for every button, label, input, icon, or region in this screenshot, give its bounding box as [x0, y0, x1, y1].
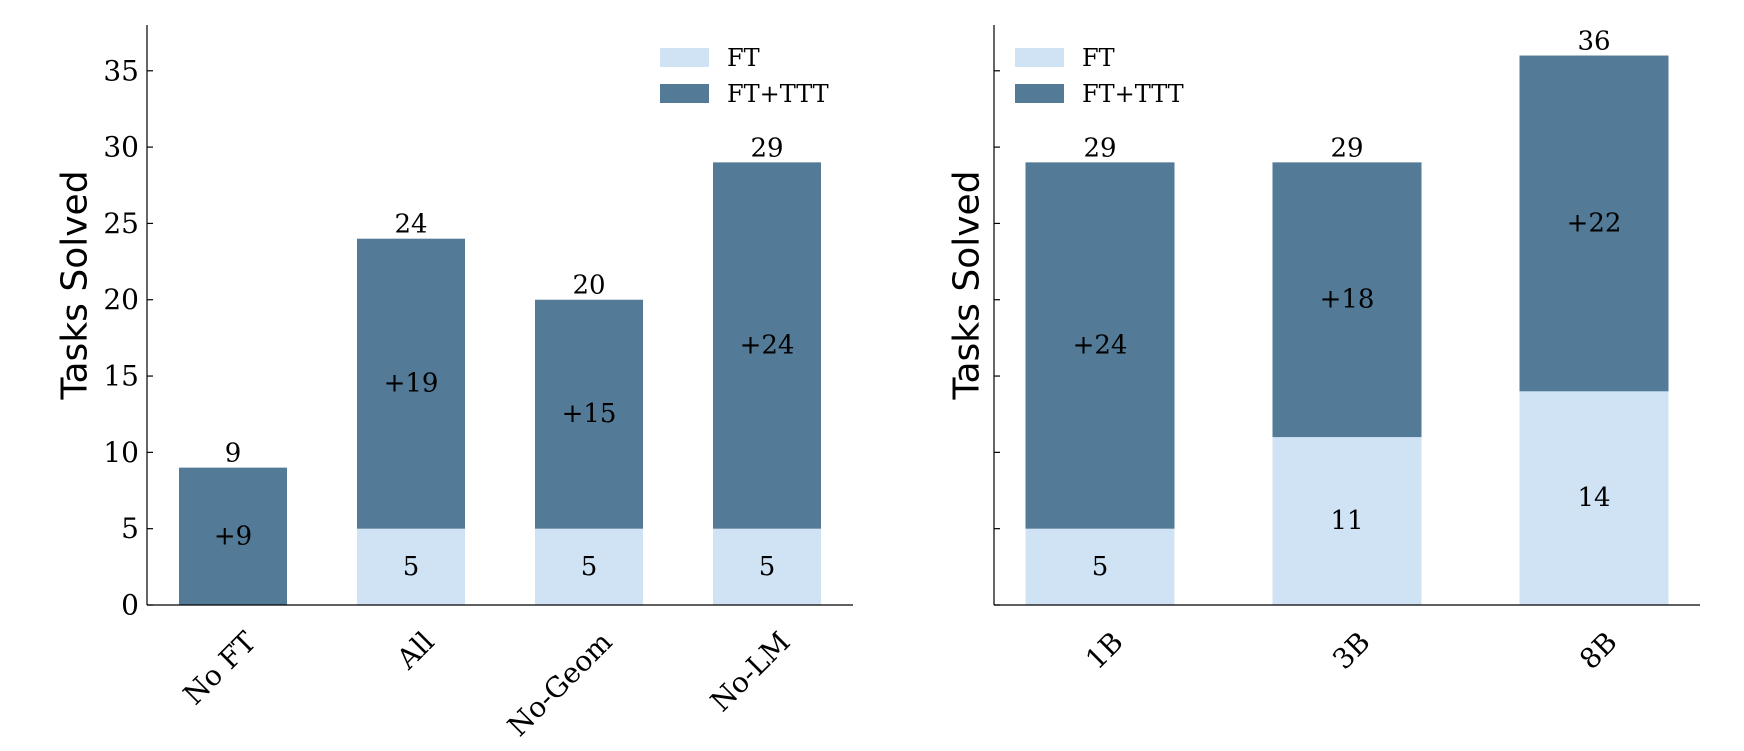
bar-ft-all — [357, 528, 465, 605]
bar-ft-ttt-1b — [1025, 162, 1175, 529]
x-tick-label: No FT — [177, 625, 263, 711]
bar-total-label: 29 — [1330, 133, 1363, 163]
ft-ttt-segment-label: +19 — [384, 369, 439, 399]
y-tick-label: 15 — [103, 360, 139, 393]
bar-total-label: 29 — [750, 133, 783, 163]
y-tick-label: 10 — [103, 436, 139, 469]
y-tick-label: 25 — [103, 207, 139, 240]
x-tick-label: No-Geom — [501, 625, 619, 743]
legend-label-ft-ttt: FT+TTT — [727, 80, 829, 108]
bar-total-label: 24 — [394, 210, 427, 240]
bar-ft-ttt-all — [357, 238, 465, 529]
x-tick-label: 3B — [1326, 625, 1376, 675]
bar-ft-1b — [1025, 528, 1175, 605]
ft-ttt-segment-label: +24 — [1073, 331, 1128, 361]
y-tick-label: 5 — [121, 512, 139, 545]
bar-ft-8b — [1519, 391, 1669, 605]
y-tick-label: 0 — [121, 589, 139, 622]
legend-swatch-ft — [660, 48, 709, 67]
bar-total-label: 9 — [225, 439, 242, 469]
bar-total-label: 36 — [1577, 27, 1610, 57]
legend-swatch-ft-ttt — [660, 84, 709, 103]
y-axis-label: Tasks Solved — [55, 170, 96, 400]
ft-ttt-segment-label: +22 — [1567, 208, 1622, 238]
y-axis-label: Tasks Solved — [947, 170, 988, 400]
ft-segment-label: 5 — [581, 552, 598, 582]
x-tick-label: 1B — [1079, 625, 1129, 675]
ft-segment-label: 11 — [1330, 506, 1363, 536]
x-tick-label: No-LM — [704, 625, 797, 718]
bar-total-label: 29 — [1083, 133, 1116, 163]
ft-ttt-segment-label: +24 — [740, 331, 795, 361]
legend-swatch-ft-ttt — [1015, 84, 1064, 103]
bar-ft-ttt-8b — [1519, 55, 1669, 392]
y-tick-label: 30 — [103, 131, 139, 164]
ft-segment-label: 14 — [1577, 483, 1610, 513]
chart-panel-2: 5 +24 29 1B 11 +18 29 3B 14 +22 36 8B Tasks Solved FT… — [947, 25, 1700, 676]
ft-ttt-segment-label: +15 — [562, 399, 617, 429]
bar-ft-ttt-no-ft — [179, 467, 287, 605]
legend: FT FT+TTT — [1015, 44, 1184, 108]
bar-total-label: 20 — [572, 271, 605, 301]
legend-swatch-ft — [1015, 48, 1064, 67]
legend-label-ft-ttt: FT+TTT — [1082, 80, 1184, 108]
ft-ttt-segment-label: +18 — [1320, 285, 1375, 315]
x-tick-label: All — [390, 625, 441, 676]
legend: FT FT+TTT — [660, 44, 829, 108]
bar-ft-ttt-3b — [1272, 162, 1422, 438]
legend-label-ft: FT — [1082, 44, 1115, 72]
y-tick-label: 20 — [103, 283, 139, 316]
y-tick-label: 35 — [103, 54, 139, 87]
bar-ft-ttt-no-geom — [535, 299, 643, 529]
ft-segment-label: 5 — [759, 552, 776, 582]
ft-ttt-segment-label: +9 — [214, 521, 252, 551]
bar-ft-no-geom — [535, 528, 643, 605]
ft-segment-label: 5 — [403, 552, 420, 582]
legend-label-ft: FT — [727, 44, 760, 72]
bar-ft-no-lm — [713, 528, 821, 605]
ft-segment-label: 5 — [1092, 552, 1109, 582]
bar-ft-ttt-no-lm — [713, 162, 821, 529]
bar-ft-3b — [1272, 437, 1422, 605]
x-tick-label: 8B — [1573, 625, 1623, 675]
chart-panel-1: +9 9 No FT 5 +19 24 All 5 +15 20 No-Geom 5 +24 29 No-L… — [55, 25, 853, 743]
